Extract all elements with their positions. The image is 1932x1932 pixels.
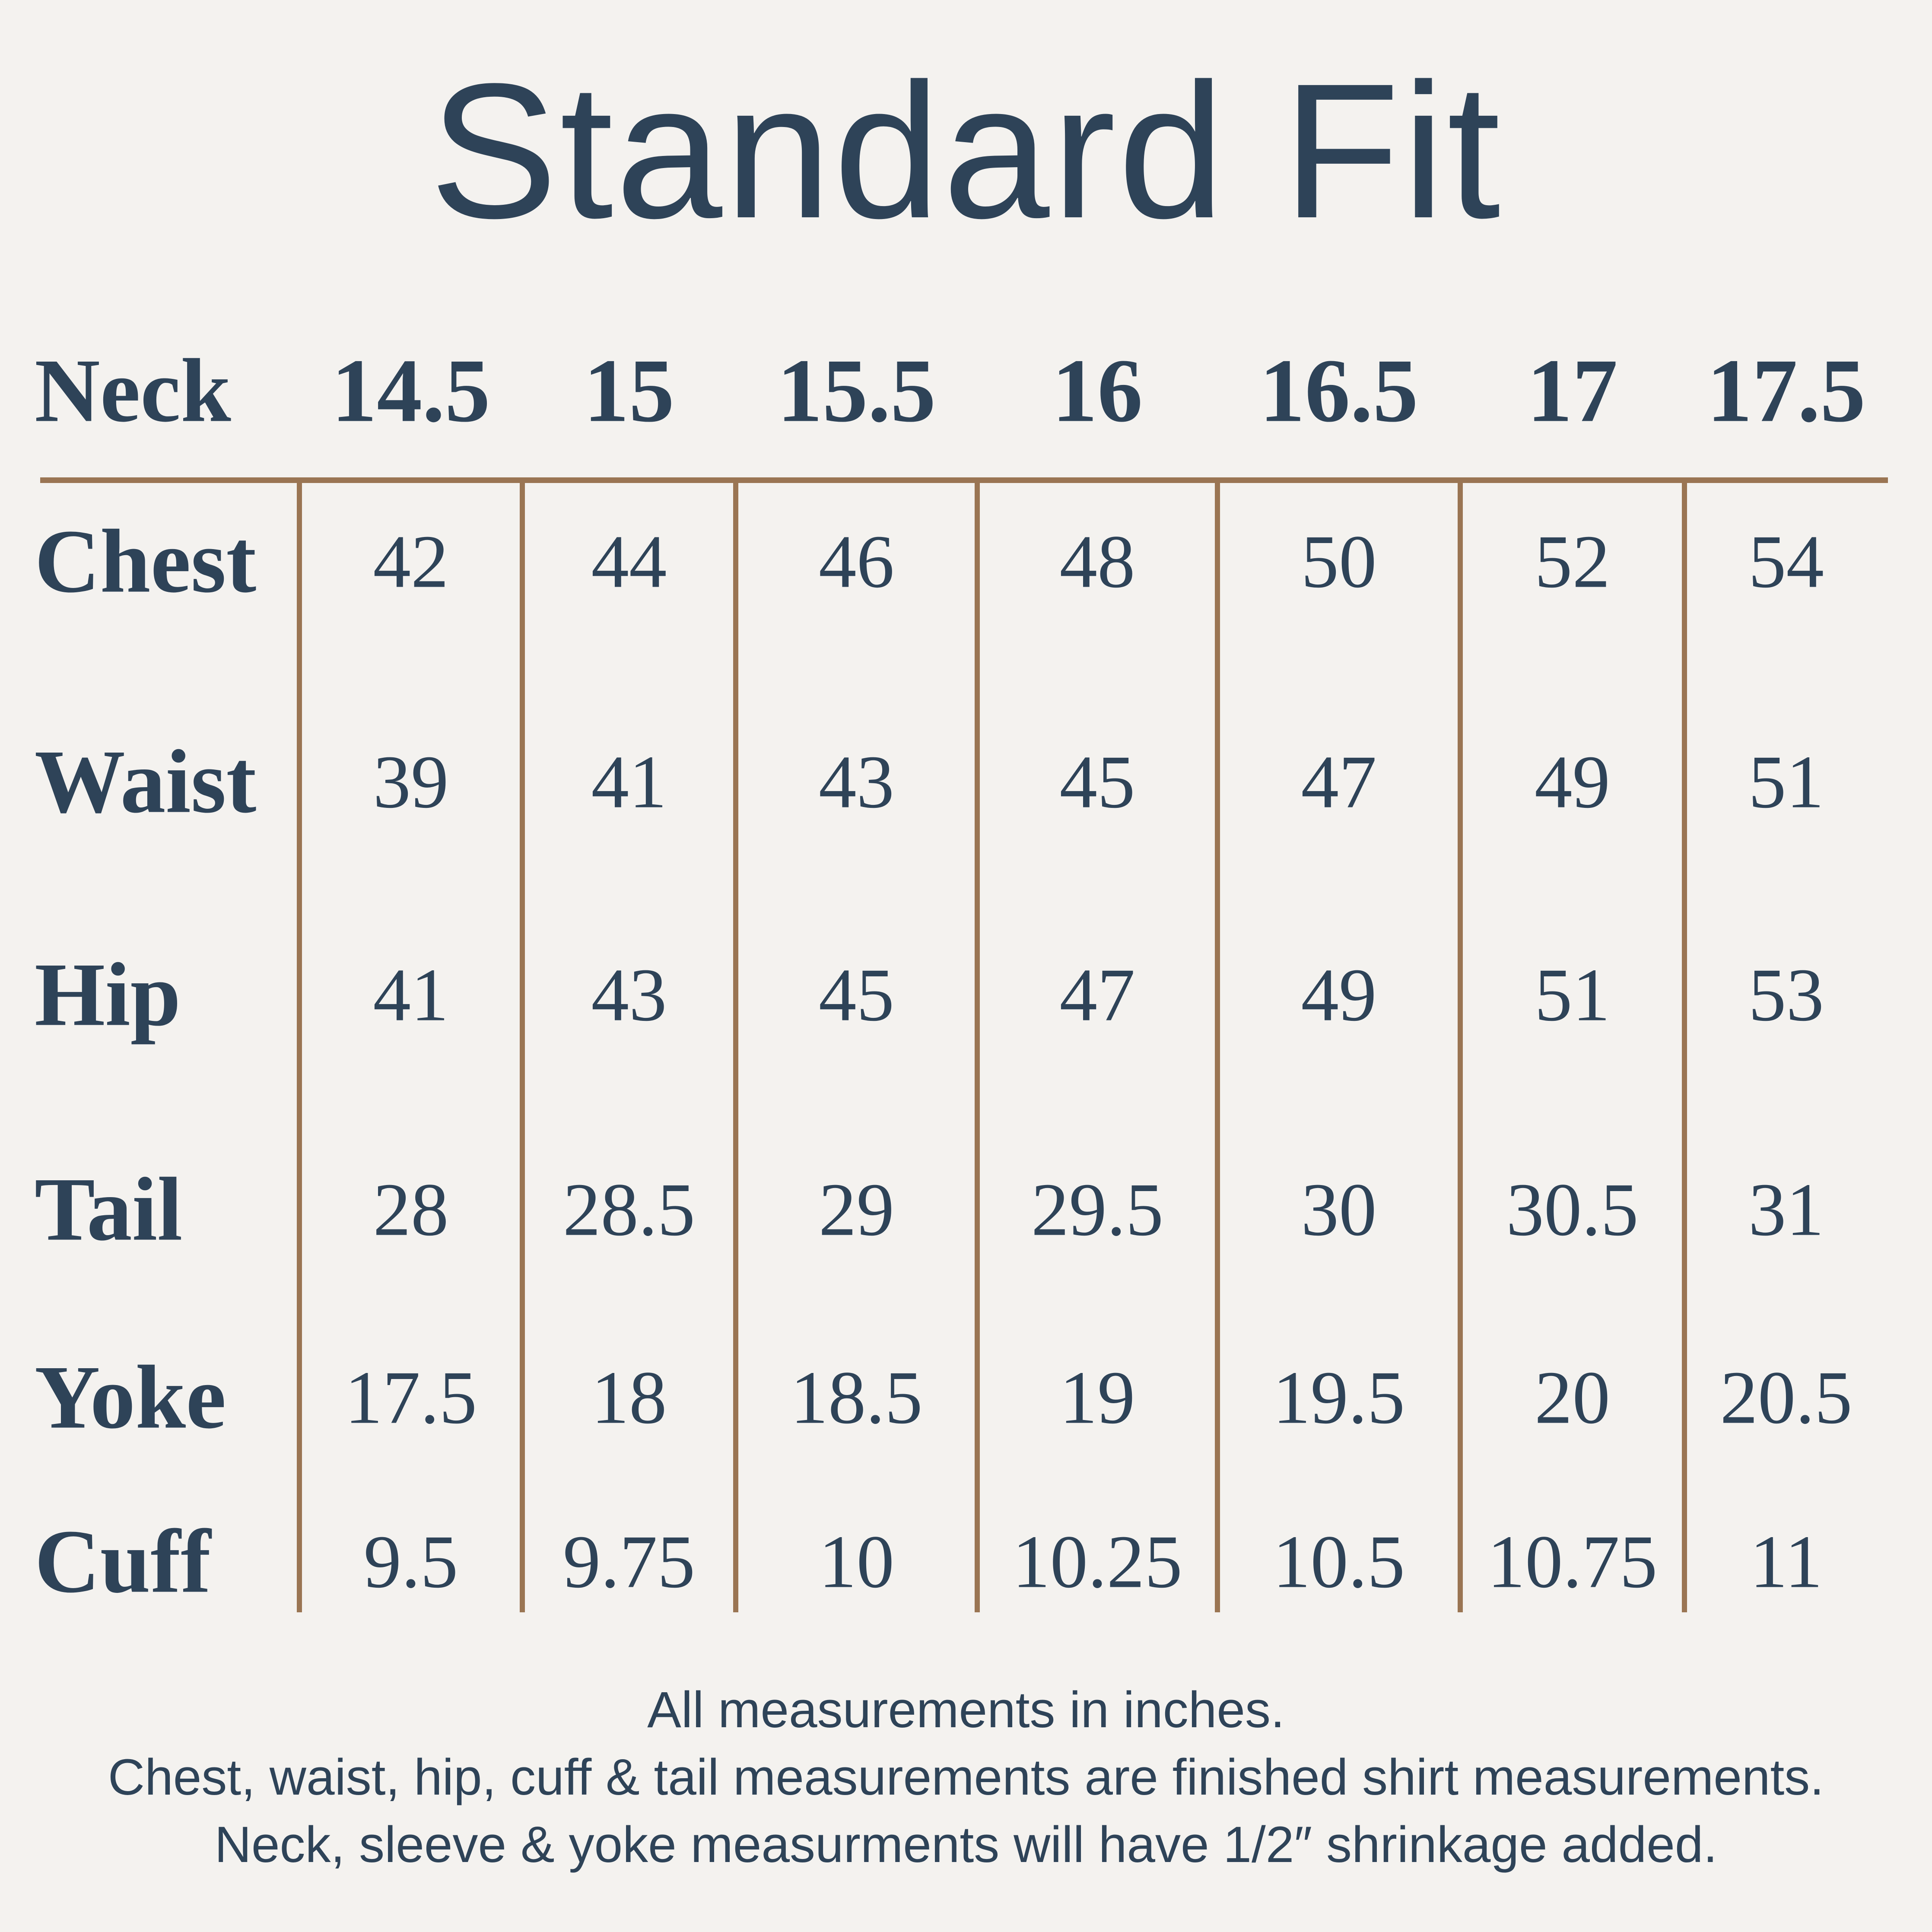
value-cell: 19.5 <box>1272 1355 1405 1439</box>
value-cell: 52 <box>1535 519 1610 604</box>
value-cell: 10.75 <box>1487 1519 1658 1604</box>
table-row-tail: Tail 28 28.5 29 29.5 30 30.5 31 <box>35 1160 1888 1260</box>
column-divider <box>520 480 525 1612</box>
page-title: Standard Fit <box>429 44 1503 258</box>
table-row-hip: Hip 41 43 45 47 49 51 53 <box>35 945 1888 1045</box>
header-size-cell: 16.5 <box>1259 340 1418 441</box>
value-cell: 18 <box>591 1355 667 1439</box>
value-cell: 9.5 <box>363 1519 458 1604</box>
column-divider <box>1458 480 1463 1612</box>
row-label: Cuff <box>35 1511 211 1612</box>
footer-notes: All measurements in inches. Chest, waist… <box>0 1676 1932 1878</box>
row-label: Tail <box>35 1159 183 1260</box>
value-cell: 44 <box>591 519 667 604</box>
value-cell: 19 <box>1059 1355 1135 1439</box>
column-divider <box>297 480 302 1612</box>
value-cell: 54 <box>1748 519 1824 604</box>
footer-line: Chest, waist, hip, cuff & tail measureme… <box>108 1749 1824 1806</box>
row-label: Chest <box>35 511 257 612</box>
value-cell: 41 <box>373 953 449 1037</box>
table-row-waist: Waist 39 41 43 45 47 49 51 <box>35 732 1888 832</box>
column-divider <box>975 480 980 1612</box>
table-row-yoke: Yoke 17.5 18 18.5 19 19.5 20 20.5 <box>35 1347 1888 1448</box>
value-cell: 43 <box>591 953 667 1037</box>
column-divider <box>1215 480 1220 1612</box>
header-size-cell: 15 <box>584 340 674 441</box>
value-cell: 29.5 <box>1031 1167 1164 1252</box>
footer-line: All measurements in inches. <box>647 1681 1285 1738</box>
value-cell: 11 <box>1750 1519 1823 1604</box>
value-cell: 42 <box>373 519 449 604</box>
footer-line: Neck, sleeve & yoke measurments will hav… <box>214 1816 1718 1873</box>
value-cell: 9.75 <box>562 1519 696 1604</box>
value-cell: 10 <box>819 1519 894 1604</box>
value-cell: 30 <box>1301 1167 1377 1252</box>
value-cell: 49 <box>1301 953 1377 1037</box>
column-divider <box>1682 480 1687 1612</box>
value-cell: 29 <box>819 1167 894 1252</box>
table-row-cuff: Cuff 9.5 9.75 10 10.25 10.5 10.75 11 <box>35 1512 1888 1612</box>
value-cell: 46 <box>819 519 894 604</box>
header-size-cell: 16 <box>1052 340 1143 441</box>
value-cell: 17.5 <box>344 1355 477 1439</box>
value-cell: 53 <box>1748 953 1824 1037</box>
value-cell: 10.5 <box>1272 1519 1405 1604</box>
value-cell: 48 <box>1059 519 1135 604</box>
value-cell: 51 <box>1535 953 1610 1037</box>
row-label: Hip <box>35 944 181 1045</box>
header-divider-line <box>40 477 1888 483</box>
table-header-row: Neck 14.5 15 15.5 16 16.5 17 17.5 <box>35 341 1888 441</box>
value-cell: 47 <box>1059 953 1135 1037</box>
value-cell: 30.5 <box>1506 1167 1639 1252</box>
column-divider <box>733 480 738 1612</box>
value-cell: 20 <box>1535 1355 1610 1439</box>
value-cell: 49 <box>1535 740 1610 824</box>
value-cell: 50 <box>1301 519 1377 604</box>
value-cell: 31 <box>1748 1167 1824 1252</box>
value-cell: 51 <box>1748 740 1824 824</box>
value-cell: 39 <box>373 740 449 824</box>
value-cell: 41 <box>591 740 667 824</box>
value-cell: 10.25 <box>1012 1519 1182 1604</box>
value-cell: 18.5 <box>790 1355 923 1439</box>
value-cell: 43 <box>819 740 894 824</box>
header-size-cell: 17.5 <box>1706 340 1866 441</box>
header-label-neck: Neck <box>35 340 231 441</box>
value-cell: 45 <box>1059 740 1135 824</box>
value-cell: 45 <box>819 953 894 1037</box>
header-size-cell: 17 <box>1527 340 1618 441</box>
table-row-chest: Chest 42 44 46 48 50 52 54 <box>35 512 1888 612</box>
value-cell: 20.5 <box>1720 1355 1853 1439</box>
header-size-cell: 15.5 <box>777 340 936 441</box>
value-cell: 28 <box>373 1167 449 1252</box>
header-size-cell: 14.5 <box>331 340 490 441</box>
row-label: Waist <box>35 731 257 832</box>
value-cell: 47 <box>1301 740 1377 824</box>
value-cell: 28.5 <box>562 1167 696 1252</box>
row-label: Yoke <box>35 1347 226 1448</box>
